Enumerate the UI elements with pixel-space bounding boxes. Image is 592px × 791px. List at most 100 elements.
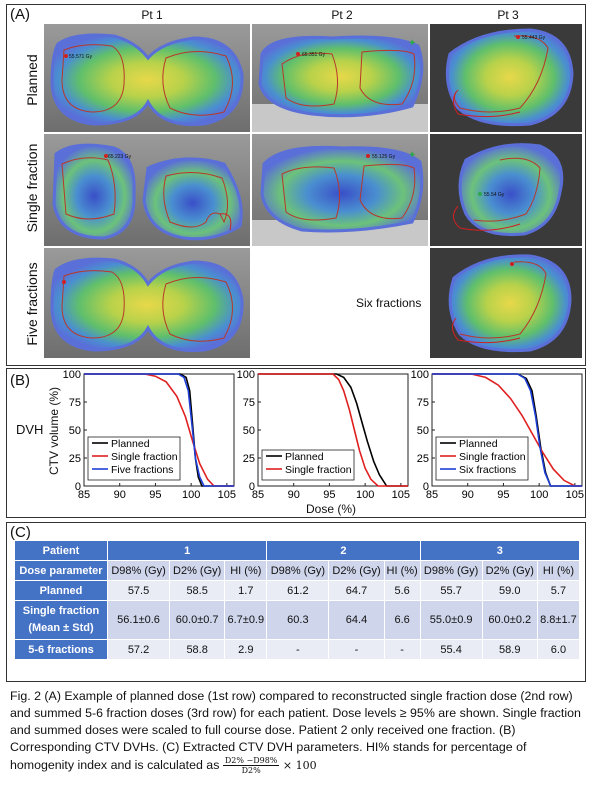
table-cell: 2.9 <box>225 640 267 659</box>
table-header-row: Patient 1 2 3 <box>15 541 579 560</box>
dvh-charts: 85 90 95 100 105 0 25 50 75 100 Planned Single frac… <box>63 369 584 501</box>
x-tick-label: 85 <box>252 489 264 501</box>
six-fractions-note: Six fractions <box>356 296 422 310</box>
panel-a-letter: (A) <box>10 6 30 23</box>
y-tick-label: 50 <box>243 425 255 437</box>
dose-label: 55.443 Gy <box>522 35 546 41</box>
row-label-5-6-fractions: 5-6 fractions <box>15 640 107 659</box>
table-cell: 8.8±1.7 <box>537 601 579 639</box>
x-tick-label: 105 <box>218 489 236 501</box>
dvh-parameter-table: Patient 1 2 3 Dose parameter D98% (Gy) D… <box>14 540 580 660</box>
dose-image-pt3-six <box>430 248 582 358</box>
table-cell: 56.1±0.6 <box>108 601 170 639</box>
y-tick-label: 100 <box>63 369 81 381</box>
table-cell: 57.5 <box>108 581 170 600</box>
table-cell: D2% (Gy) <box>170 561 225 580</box>
header-patient-1: 1 <box>108 541 267 560</box>
x-tick-label: 100 <box>356 489 374 501</box>
hi-formula: D2% −D98% D2% <box>222 756 280 775</box>
dose-image-pt3-single: 55.54 Gy <box>430 134 582 246</box>
legend-box <box>435 436 529 481</box>
table-cell: D98% (Gy) <box>108 561 170 580</box>
figure-caption: Fig. 2 (A) Example of planned dose (1st … <box>10 688 588 775</box>
table-cell: 60.3 <box>267 601 329 639</box>
table-cell: 6.0 <box>537 640 579 659</box>
row-label-single-fraction: Single fraction <box>24 143 40 233</box>
legend-entry: Five fractions <box>111 464 173 476</box>
table-cell: 6.6 <box>384 601 420 639</box>
dose-image-pt1-five: 55.571 Gy <box>44 248 250 358</box>
dose-image-pt2-planned: 65.351 Gy ✦ <box>252 24 428 132</box>
table-row-planned: Planned 57.5 58.5 1.7 61.2 64.7 5.6 55.7… <box>15 581 579 600</box>
table-cell: 55.4 <box>420 640 482 659</box>
row-label-planned: Planned <box>24 54 40 106</box>
series-line-single-fraction <box>84 373 234 487</box>
series-line-six-fractions <box>432 373 582 487</box>
table-cell: HI (%) <box>537 561 579 580</box>
dose-label: 55.571 Gy <box>69 54 93 60</box>
legend-entry: Single fraction <box>111 451 178 463</box>
row-label-five-fractions: Five fractions <box>24 262 40 346</box>
table-cell: 60.0±0.2 <box>482 601 537 639</box>
panel-c-letter: (C) <box>10 524 31 541</box>
column-title-pt1: Pt 1 <box>141 8 163 22</box>
panel-b-letter: (B) <box>10 372 30 389</box>
x-tick-label: 95 <box>323 489 335 501</box>
formula-numerator: D2% −D98% <box>222 756 280 766</box>
y-tick-label: 75 <box>243 397 255 409</box>
header-patient-3: 3 <box>420 541 579 560</box>
table-cell: 60.0±0.7 <box>170 601 225 639</box>
dose-label: 65.351 Gy <box>302 52 326 58</box>
series-line-planned <box>258 373 408 487</box>
table-cell: - <box>267 640 329 659</box>
y-tick-label: 0 <box>423 481 429 493</box>
x-tick-label: 100 <box>530 489 548 501</box>
dose-image-pt2-single: 55.125 Gy ✦ <box>252 134 428 246</box>
table-param-row: Dose parameter D98% (Gy) D2% (Gy) HI (%)… <box>15 561 579 580</box>
y-tick-label: 100 <box>237 369 255 381</box>
dose-label: 65.223 Gy <box>108 154 132 160</box>
dose-image-pt1-single: 65.223 Gy <box>44 134 250 246</box>
y-tick-label: 50 <box>417 425 429 437</box>
y-tick-label: 25 <box>243 453 255 465</box>
row-label-planned: Planned <box>15 581 107 600</box>
table-cell: - <box>329 640 384 659</box>
formula-multiplier: × 100 <box>282 758 317 772</box>
marker-star-icon: ✦ <box>408 150 416 161</box>
table-cell: D2% (Gy) <box>482 561 537 580</box>
table-cell: 57.2 <box>108 640 170 659</box>
table-cell: 61.2 <box>267 581 329 600</box>
table-cell: 6.7±0.9 <box>225 601 267 639</box>
header-patient-2: 2 <box>267 541 420 560</box>
x-tick-label: 85 <box>78 489 90 501</box>
table-cell: 64.4 <box>329 601 384 639</box>
table-cell: D2% (Gy) <box>329 561 384 580</box>
dose-label: 55.125 Gy <box>372 154 396 160</box>
y-tick-label: 100 <box>411 369 429 381</box>
x-tick-label: 105 <box>566 489 584 501</box>
dose-image-pt3-planned: 55.443 Gy <box>430 24 582 132</box>
legend-entry: Single fraction <box>459 451 526 463</box>
table-cell: HI (%) <box>384 561 420 580</box>
x-tick-label: 95 <box>149 489 161 501</box>
table-cell: D98% (Gy) <box>420 561 482 580</box>
dose-image-pt1-planned: 55.571 Gy <box>44 24 250 132</box>
legend-box <box>87 436 181 481</box>
row-label-single-fraction: Single fraction (Mean ± Std) <box>15 601 107 639</box>
table-cell: 59.0 <box>482 581 537 600</box>
table-cell: 58.8 <box>170 640 225 659</box>
series-line-five-fractions <box>84 373 234 487</box>
caption-text: Fig. 2 (A) Example of planned dose (1st … <box>10 689 581 772</box>
legend-entry: Planned <box>285 451 324 463</box>
dvh-row-label: DVH <box>16 422 44 437</box>
column-title-pt3: Pt 3 <box>497 8 519 22</box>
table-cell: 1.7 <box>225 581 267 600</box>
table-cell: 58.9 <box>482 640 537 659</box>
x-tick-label: 100 <box>182 489 200 501</box>
x-tick-label: 95 <box>497 489 509 501</box>
table-cell: 5.6 <box>384 581 420 600</box>
x-tick-label: 85 <box>426 489 438 501</box>
table-cell: 58.5 <box>170 581 225 600</box>
x-tick-label: 90 <box>114 489 126 501</box>
table-cell: 55.7 <box>420 581 482 600</box>
